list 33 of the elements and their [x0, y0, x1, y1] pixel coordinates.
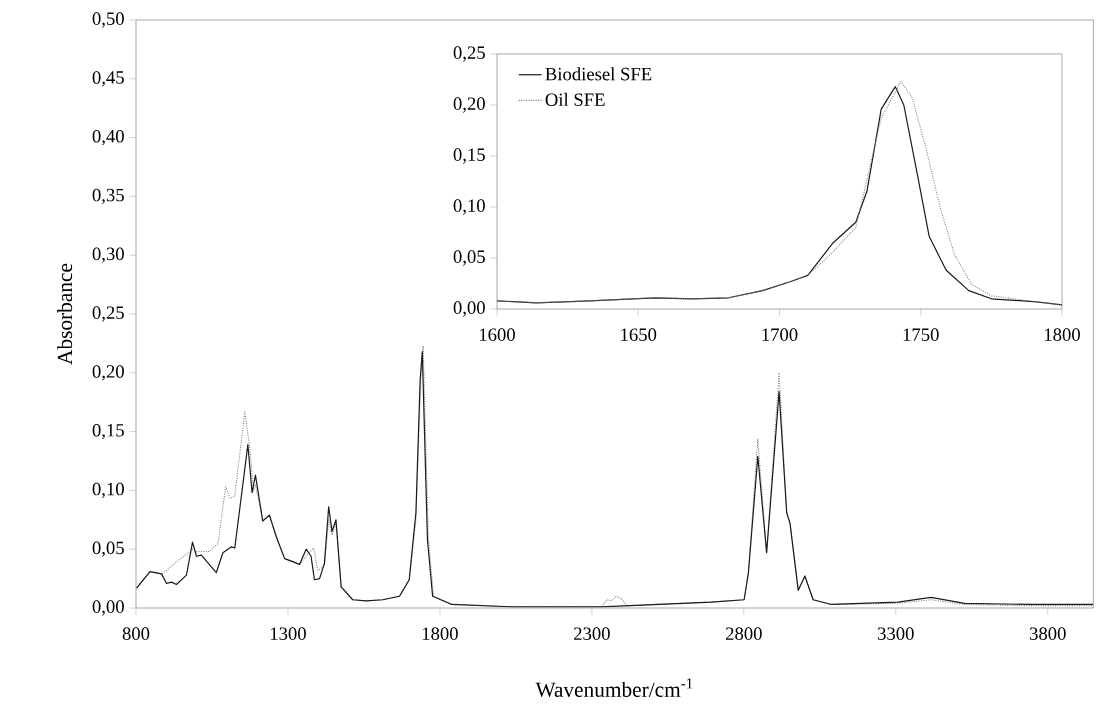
y-tick-label: 0,00	[453, 301, 485, 317]
x-tick-label: 1700	[762, 328, 798, 341]
y-tick-label: 0,45	[92, 71, 124, 87]
x-tick-label: 1800	[422, 627, 458, 640]
y-tick-label: 0,10	[453, 199, 485, 215]
x-tick-label: 1650	[621, 328, 657, 341]
x-tick-label: 3800	[1029, 627, 1066, 640]
y-tick-label: 0,05	[92, 541, 124, 557]
y-tick-label: 0,30	[92, 247, 124, 263]
x-tick-label: 3300	[878, 627, 914, 640]
x-tick-label: 1800	[1044, 328, 1080, 341]
y-tick-label: 0,05	[453, 250, 485, 266]
y-tick-label: 0,20	[92, 365, 124, 381]
y-tick-label: 0,25	[453, 46, 485, 62]
x-axis-title: Wavenumber/cm$^{-1}$	[535, 678, 693, 697]
x-tick-label: 1600	[479, 328, 515, 341]
x-tick-label: 1300	[270, 627, 306, 640]
y-tick-label: 0,15	[92, 423, 124, 440]
y-tick-label: 0,35	[92, 188, 124, 205]
y-tick-label: 0,20	[453, 97, 485, 113]
y-axis-title: Absorbance	[57, 263, 73, 365]
y-tick-label: 0,50	[92, 12, 124, 28]
x-tick-label: 2800	[725, 627, 762, 640]
y-tick-label: 0,25	[92, 306, 124, 322]
x-tick-label: 1750	[903, 328, 939, 341]
y-tick-label: 0,10	[92, 482, 124, 499]
legend-label: Oil SFE	[545, 92, 605, 107]
x-tick-label: 2300	[574, 627, 610, 640]
y-tick-label: 0,00	[92, 600, 124, 616]
y-tick-label: 0,15	[453, 148, 485, 164]
legend-label: Biodiesel SFE	[545, 67, 652, 81]
x-tick-label: 800	[122, 627, 150, 640]
y-tick-label: 0,40	[92, 129, 124, 146]
